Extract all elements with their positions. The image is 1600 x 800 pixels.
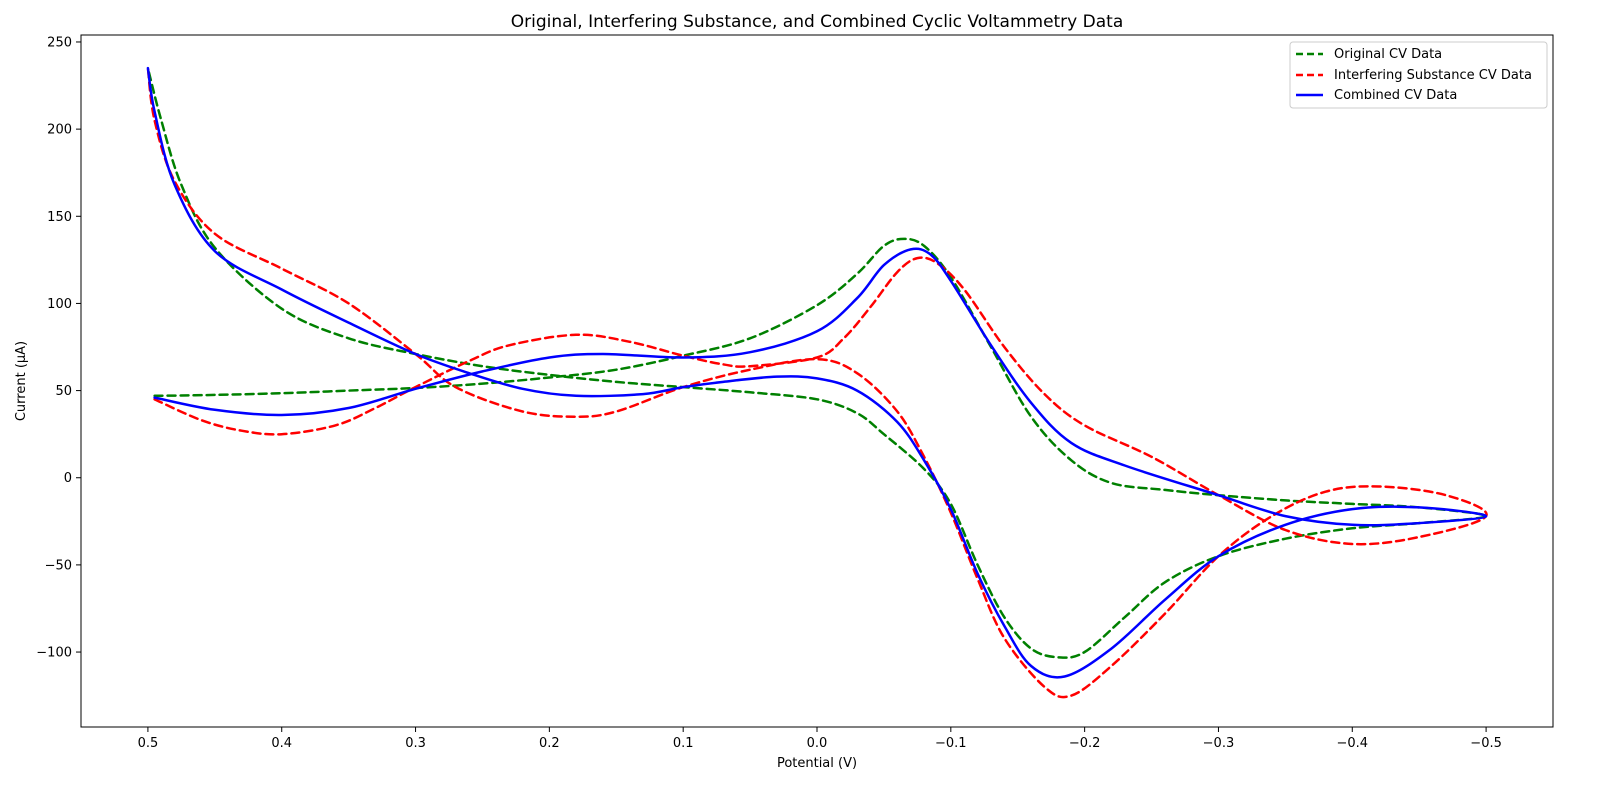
y-tick-label: 100 (47, 297, 72, 312)
x-tick-label: 0.5 (138, 736, 159, 751)
x-tick-label: −0.5 (1470, 736, 1502, 751)
x-tick-label: −0.1 (935, 736, 967, 751)
x-tick-label: −0.3 (1203, 736, 1235, 751)
x-tick-label: 0.0 (807, 736, 828, 751)
legend-label-interfering: Interfering Substance CV Data (1334, 68, 1532, 83)
series-line-combined-cv-data (146, 66, 1488, 679)
x-tick-label: 0.2 (539, 736, 560, 751)
y-tick-label: 0 (64, 471, 72, 486)
x-tick-label: −0.2 (1069, 736, 1101, 751)
y-tick-label: 150 (47, 210, 72, 225)
x-tick-label: 0.4 (271, 736, 292, 751)
y-axis-label: Current (µA) (14, 341, 29, 421)
x-axis: 0.5 0.4 0.3 0.2 0.1 0.0 −0.1 −0.2 −0.3 −0.4 −0.5 (138, 727, 1502, 751)
legend: Original CV Data Interfering Substance C… (1289, 41, 1548, 109)
series-layer (146, 66, 1488, 699)
series-line-interfering-substance-cv-data (146, 66, 1488, 699)
x-axis-label: Potential (V) (777, 756, 857, 771)
y-tick-label: −100 (36, 646, 72, 661)
y-axis: 250 200 150 100 50 0 −50 −100 (36, 35, 81, 661)
y-tick-label: 250 (47, 35, 72, 50)
x-tick-label: −0.4 (1336, 736, 1368, 751)
y-tick-label: −50 (45, 558, 72, 573)
legend-label-combined: Combined CV Data (1334, 88, 1457, 103)
legend-box (1289, 41, 1548, 109)
plot-area: 0.5 0.4 0.3 0.2 0.1 0.0 −0.1 −0.2 −0.3 −0.4 −0.5 2… (36, 34, 1554, 751)
y-tick-label: 200 (47, 123, 72, 138)
x-tick-label: 0.3 (405, 736, 426, 751)
plot-frame (80, 34, 1554, 728)
legend-label-original: Original CV Data (1334, 47, 1442, 62)
chart-title: Original, Interfering Substance, and Com… (511, 12, 1123, 32)
y-tick-label: 50 (55, 384, 72, 399)
x-tick-label: 0.1 (673, 736, 694, 751)
